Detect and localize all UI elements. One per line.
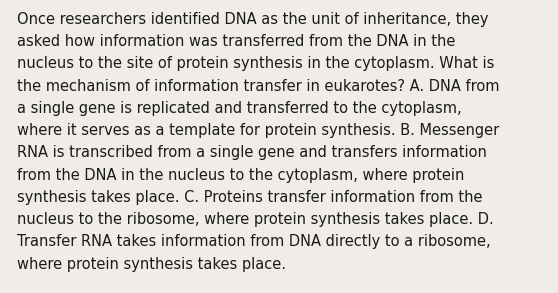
Text: from the DNA in the nucleus to the cytoplasm, where protein: from the DNA in the nucleus to the cytop… [17,168,464,183]
Text: where it serves as a template for protein synthesis. B. Messenger: where it serves as a template for protei… [17,123,499,138]
Text: Transfer RNA takes information from DNA directly to a ribosome,: Transfer RNA takes information from DNA … [17,234,490,249]
Text: synthesis takes place. C. Proteins transfer information from the: synthesis takes place. C. Proteins trans… [17,190,482,205]
Text: Once researchers identified DNA as the unit of inheritance, they: Once researchers identified DNA as the u… [17,12,488,27]
Text: nucleus to the ribosome, where protein synthesis takes place. D.: nucleus to the ribosome, where protein s… [17,212,493,227]
Text: nucleus to the site of protein synthesis in the cytoplasm. What is: nucleus to the site of protein synthesis… [17,56,494,71]
Text: the mechanism of information transfer in eukarotes? A. DNA from: the mechanism of information transfer in… [17,79,499,93]
Text: asked how information was transferred from the DNA in the: asked how information was transferred fr… [17,34,455,49]
Text: where protein synthesis takes place.: where protein synthesis takes place. [17,257,286,272]
Text: a single gene is replicated and transferred to the cytoplasm,: a single gene is replicated and transfer… [17,101,461,116]
Text: RNA is transcribed from a single gene and transfers information: RNA is transcribed from a single gene an… [17,145,487,160]
